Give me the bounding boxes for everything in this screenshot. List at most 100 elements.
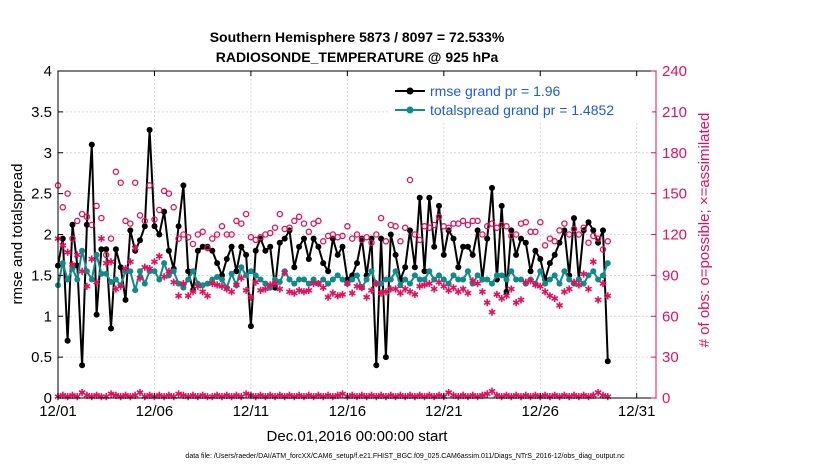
y-right-tick-label: 0 — [662, 390, 670, 407]
legend-spread-label: totalspread grand pr = 1.4852 — [430, 102, 614, 118]
spread-point — [276, 278, 283, 285]
rmse-point — [416, 194, 423, 201]
obs-possible-series — [54, 168, 612, 259]
obs-possible-point — [295, 213, 303, 221]
obs-assimilated-point — [121, 264, 130, 273]
spread-point — [103, 270, 110, 277]
rmse-point — [532, 247, 539, 254]
obs-possible-point — [459, 217, 467, 225]
spread-point — [286, 276, 293, 283]
rmse-point — [151, 223, 158, 230]
spread-point — [426, 268, 433, 275]
y-tick-label: 3 — [44, 145, 52, 162]
y-tick-label: 2 — [44, 227, 52, 244]
obs-assimilated-point — [59, 241, 67, 249]
rmse-point — [257, 235, 264, 242]
spread-point — [132, 287, 139, 294]
obs-assimilated-point — [377, 289, 385, 297]
obs-possible-point — [242, 210, 250, 218]
obs-possible-point — [247, 233, 255, 241]
rmse-point — [508, 227, 515, 234]
obs-assimilated-point — [281, 269, 289, 277]
rmse-point — [334, 251, 341, 258]
obs-assimilated-point — [88, 255, 96, 263]
obs-possible-point — [503, 223, 510, 230]
x-tick-label: 12/21 — [425, 403, 463, 420]
spread-point — [489, 280, 495, 287]
spread-point — [112, 276, 119, 283]
spread-point — [334, 272, 341, 279]
rmse-point — [571, 215, 577, 222]
obs-assimilated-point — [575, 281, 583, 289]
rmse-point — [301, 235, 307, 242]
rmse-point — [238, 243, 245, 250]
y-axis-left: 0 0.5 1 1.5 2 2.5 3 3.5 4 — [31, 63, 63, 407]
obs-assimilated-point — [420, 281, 429, 289]
rmse-point — [378, 235, 385, 242]
rmse-point — [344, 276, 351, 283]
rmse-point — [103, 246, 110, 253]
spread-point — [551, 272, 558, 279]
rmse-point — [79, 362, 86, 369]
obs-assimilated-point — [247, 293, 255, 301]
obs-possible-point — [315, 217, 322, 225]
x-tick-label: 12/26 — [521, 403, 559, 420]
spread-point — [272, 276, 278, 283]
rmse-point — [382, 354, 389, 361]
y-right-tick-label: 240 — [662, 63, 687, 80]
rmse-point — [175, 223, 182, 230]
obs-possible-point — [373, 231, 380, 238]
obs-assimilated-point — [488, 308, 496, 316]
rmse-point — [527, 268, 534, 275]
obs-possible-point — [411, 231, 419, 238]
obs-assimilated-point — [483, 299, 491, 307]
spread-point — [141, 280, 148, 287]
rmse-point — [546, 260, 553, 267]
x-axis-label: Dec.01,2016 00:00:00 start — [267, 428, 449, 445]
obs-possible-point — [286, 224, 293, 231]
obs-possible-point — [83, 213, 91, 221]
obs-assimilated-point — [295, 286, 303, 294]
obs-assimilated-point — [208, 279, 216, 288]
obs-assimilated-point — [527, 277, 535, 285]
obs-assimilated-series — [54, 234, 612, 316]
obs-possible-point — [512, 231, 520, 238]
legend-rmse-label: rmse grand pr = 1.96 — [430, 83, 561, 99]
rmse-point — [513, 251, 520, 258]
obs-possible-point — [401, 224, 409, 231]
spread-point — [185, 276, 192, 283]
rmse-point — [373, 362, 380, 369]
obs-possible-point — [257, 233, 264, 241]
obs-possible-point — [271, 224, 279, 231]
spread-point — [411, 272, 418, 279]
spread-point — [479, 276, 486, 283]
spread-point — [484, 276, 491, 283]
y-tick-label: 1.5 — [31, 267, 52, 284]
data-file-footnote: data file: /Users/raeder/DAI/ATM_forcXX/… — [185, 453, 625, 460]
spread-point — [407, 280, 413, 287]
obs-possible-point — [117, 179, 124, 186]
obs-assimilated-point — [271, 279, 279, 288]
rmse-point — [450, 235, 457, 242]
obs-possible-point — [122, 217, 129, 225]
obs-possible-point — [213, 231, 221, 238]
obs-possible-point — [445, 224, 452, 231]
spread-point — [503, 276, 510, 283]
obs-possible-point — [209, 235, 216, 242]
rmse-point — [223, 256, 230, 262]
rmse-series — [55, 126, 611, 369]
rmse-point — [233, 268, 240, 275]
obs-possible-point — [233, 217, 240, 225]
obs-possible-point — [575, 231, 583, 238]
obs-possible-point — [93, 202, 100, 210]
obs-assimilated-bottom-point — [175, 390, 183, 398]
y-tick-label: 4 — [44, 63, 52, 80]
spread-point — [561, 268, 568, 275]
rmse-point — [320, 260, 327, 267]
spread-point — [349, 276, 356, 283]
obs-possible-point — [377, 214, 385, 222]
obs-assimilated-point — [435, 278, 443, 286]
spread-point — [228, 270, 235, 277]
obs-possible-point — [107, 235, 115, 242]
